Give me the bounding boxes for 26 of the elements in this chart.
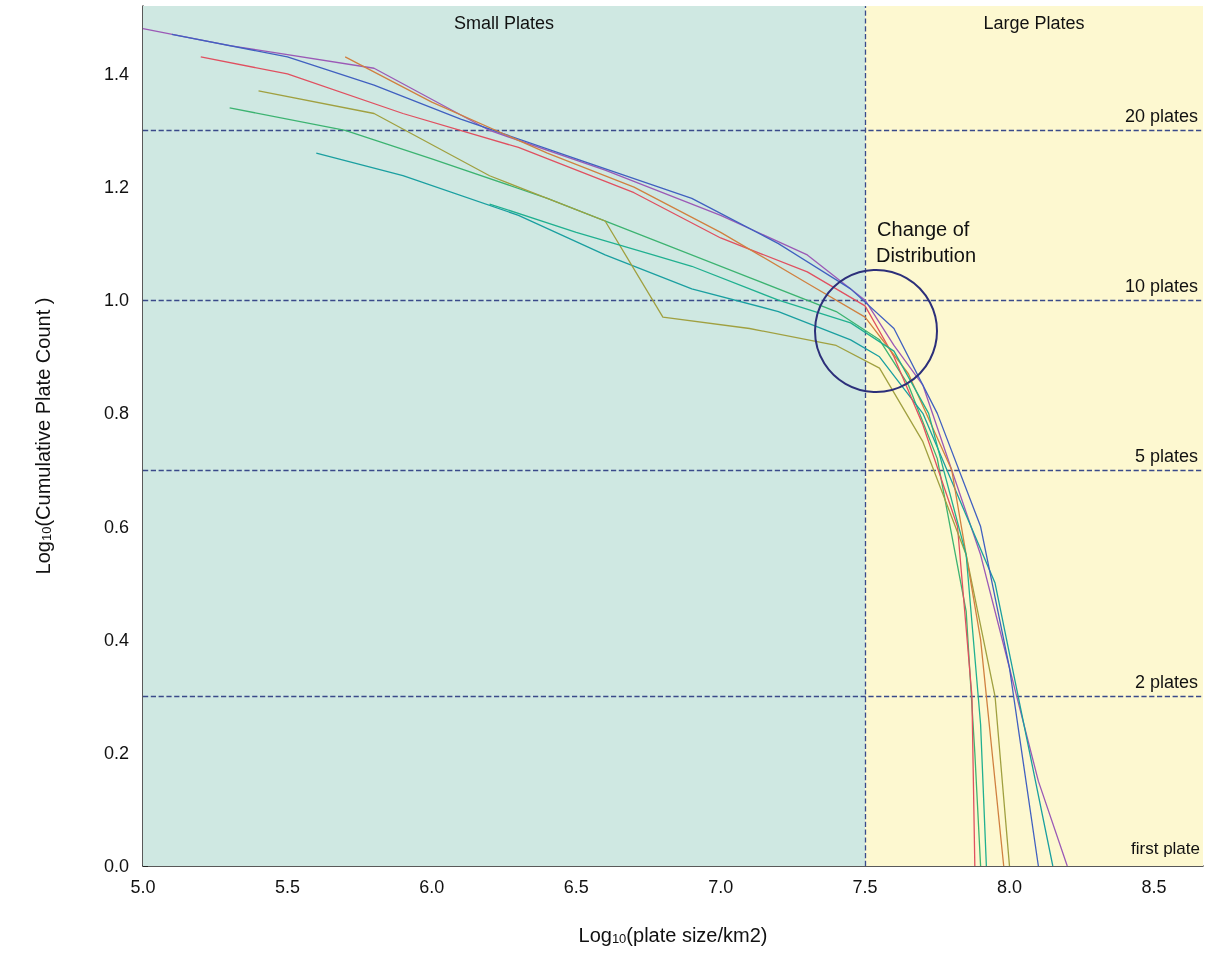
ref-line-label: 2 plates bbox=[1134, 672, 1198, 693]
x-tick-label: 7.5 bbox=[852, 877, 878, 897]
x-tick-label: 6.5 bbox=[563, 877, 589, 897]
y-tick-label: 0.0 bbox=[103, 856, 129, 876]
ref-line-label: 10 plates bbox=[1124, 276, 1198, 297]
x-tick-label: 5.5 bbox=[274, 877, 300, 897]
x-tick-label: 8.5 bbox=[1141, 877, 1167, 897]
y-tick-label: 0.4 bbox=[103, 629, 129, 650]
x-tick-label: 8.0 bbox=[996, 877, 1022, 897]
x-tick-label: 5.0 bbox=[130, 877, 156, 897]
y-tick-label: 1.2 bbox=[103, 177, 129, 198]
x-tick-label: 7.0 bbox=[708, 877, 734, 897]
y-tick-label: 0.6 bbox=[103, 516, 129, 537]
y-tick-label: 1.0 bbox=[103, 290, 129, 311]
y-tick-label: 0.8 bbox=[103, 403, 129, 424]
y-tick-label: 0.2 bbox=[103, 742, 129, 763]
x-axis-title: Log10(plate size/km2) bbox=[578, 923, 768, 946]
annotation: Change of Distribution bbox=[875, 218, 977, 266]
y-tick-label: 1.4 bbox=[103, 63, 129, 84]
band-label: Large Plates bbox=[983, 13, 1085, 33]
annotation: first plate bbox=[1131, 839, 1201, 858]
ref-line-label: 5 plates bbox=[1134, 445, 1198, 466]
band-label: Small Plates bbox=[454, 13, 555, 33]
y-axis-title: Log10(Cumulative Plate Count ) bbox=[31, 297, 54, 575]
x-tick-label: 6.0 bbox=[419, 877, 445, 897]
ref-line-label: 20 plates bbox=[1124, 106, 1198, 127]
